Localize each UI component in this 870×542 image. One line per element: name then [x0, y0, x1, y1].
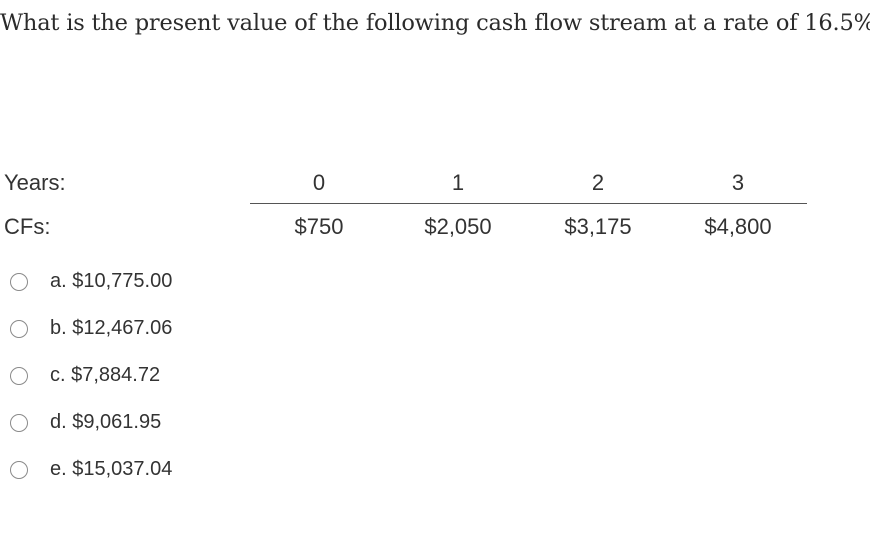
cash-flow-cell: $2,050: [424, 214, 492, 239]
answer-option-label[interactable]: b. $12,467.06: [50, 317, 173, 339]
years-row-label: Years:: [4, 170, 66, 195]
radio-button-unchecked-icon[interactable]: [10, 366, 28, 385]
answer-option-a[interactable]: a. $10,775.00: [10, 258, 172, 305]
cash-flow-cell: $4,800: [704, 214, 772, 239]
radio-button-unchecked-icon[interactable]: [10, 272, 28, 291]
answer-option-label[interactable]: a. $10,775.00: [50, 270, 173, 292]
answer-option-c[interactable]: c. $7,884.72: [10, 352, 172, 399]
question-text: What is the present value of the followi…: [0, 10, 870, 36]
year-cell: 2: [591, 170, 605, 195]
radio-button-unchecked-icon[interactable]: [10, 413, 28, 432]
answer-options: a. $10,775.00 b. $12,467.06 c. $7,884.72…: [10, 258, 172, 493]
cash-flow-cell: $750: [294, 214, 344, 239]
cfs-row-label: CFs:: [4, 214, 51, 239]
year-cell: 0: [312, 170, 326, 195]
table-divider: [250, 203, 807, 204]
answer-option-label[interactable]: e. $15,037.04: [50, 458, 173, 480]
cash-flow-cell: $3,175: [564, 214, 632, 239]
radio-button-unchecked-icon[interactable]: [10, 319, 28, 338]
answer-option-b[interactable]: b. $12,467.06: [10, 305, 172, 352]
radio-button-unchecked-icon[interactable]: [10, 460, 28, 479]
answer-option-label[interactable]: d. $9,061.95: [50, 411, 162, 433]
year-cell: 1: [451, 170, 465, 195]
answer-option-d[interactable]: d. $9,061.95: [10, 399, 172, 446]
answer-option-label[interactable]: c. $7,884.72: [50, 364, 161, 386]
year-cell: 3: [731, 170, 745, 195]
answer-option-e[interactable]: e. $15,037.04: [10, 446, 172, 493]
